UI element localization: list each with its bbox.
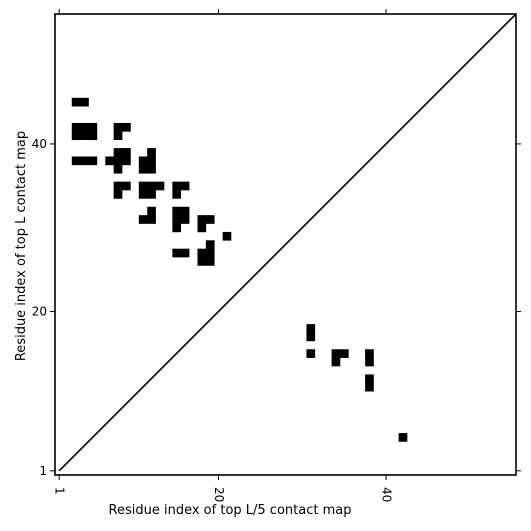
ticks-layer: 1 20 40 1 20 40 (32, 9, 521, 502)
contact-cell (197, 257, 207, 266)
contact-cell (172, 215, 182, 224)
contact-cell (113, 190, 123, 199)
contact-cell (80, 97, 89, 107)
contact-cell (113, 131, 123, 141)
contact-cell (205, 240, 215, 249)
contact-cell (365, 349, 374, 358)
contact-cell (105, 156, 114, 166)
contact-cell (113, 156, 123, 166)
contact-cell (398, 433, 408, 442)
contact-cell (180, 181, 190, 191)
contact-cell (138, 190, 148, 199)
contact-cell (205, 248, 215, 258)
contact-cell (147, 181, 156, 191)
contact-cell (172, 223, 182, 233)
contact-cell (365, 357, 374, 367)
y-tick-label: 20 (32, 305, 47, 319)
contact-cell (365, 382, 374, 392)
contact-cell (147, 164, 156, 174)
contact-cell (113, 148, 123, 157)
contact-cell (71, 156, 81, 166)
contact-cell (147, 206, 156, 216)
contact-cell (197, 248, 207, 258)
contact-cell (147, 148, 156, 157)
y-axis-label: Residue index of top L contact map (14, 131, 29, 361)
contact-cell (122, 122, 131, 132)
contact-cell (331, 357, 341, 367)
contact-cell (147, 156, 156, 166)
contact-cell (197, 215, 207, 224)
contact-cell (88, 156, 98, 166)
y-tick-label: 40 (32, 137, 47, 151)
x-tick-label: 40 (380, 487, 394, 502)
contact-cell (331, 349, 341, 358)
y-tick-label: 1 (39, 464, 47, 478)
contact-cell (122, 148, 131, 157)
contact-cell (71, 131, 81, 141)
contact-cell (205, 215, 215, 224)
contact-cell (172, 190, 182, 199)
contact-cell (138, 215, 148, 224)
contact-cell (122, 181, 131, 191)
contact-cell (138, 164, 148, 174)
contact-cell (205, 257, 215, 266)
contact-cell (365, 374, 374, 384)
contact-cell (306, 324, 316, 333)
contact-cell (138, 156, 148, 166)
contact-cell (88, 131, 98, 141)
contact-cell (180, 248, 190, 258)
contact-cell (122, 156, 131, 166)
contact-cell (180, 206, 190, 216)
contact-cell (306, 332, 316, 342)
contact-cell (80, 131, 89, 141)
contacts-layer (71, 97, 408, 442)
contact-cell (172, 206, 182, 216)
contact-cell (222, 231, 232, 241)
contact-cell (147, 215, 156, 224)
plot-frame (54, 13, 517, 476)
diagonal-line (58, 13, 517, 472)
contact-cell (113, 181, 123, 191)
contact-cell (339, 349, 349, 358)
x-tick-label: 1 (53, 487, 67, 495)
contact-cell (306, 349, 316, 358)
contact-cell (180, 215, 190, 224)
contact-cell (155, 181, 165, 191)
contact-cell (71, 97, 81, 107)
contact-cell (80, 122, 89, 132)
contact-cell (172, 248, 182, 258)
contact-cell (113, 122, 123, 132)
contact-cell (88, 122, 98, 132)
contact-cell (147, 190, 156, 199)
contact-cell (80, 156, 89, 166)
x-tick-label: 20 (212, 487, 226, 502)
contact-cell (138, 181, 148, 191)
x-axis-label: Residue index of top L/5 contact map (109, 503, 352, 518)
contact-cell (172, 181, 182, 191)
contact-cell (113, 164, 123, 174)
contact-cell (71, 122, 81, 132)
contact-cell (197, 223, 207, 233)
